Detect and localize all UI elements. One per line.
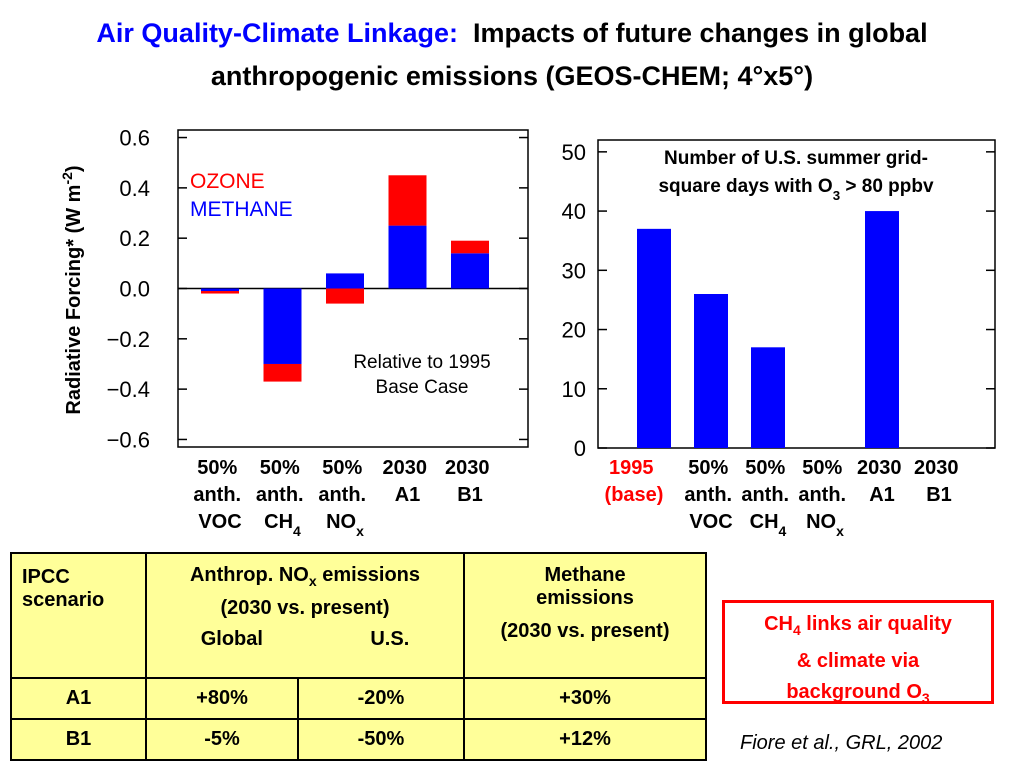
title-text: Impacts of future changes in global anth… bbox=[210, 18, 928, 91]
y-tick-label: 50 bbox=[562, 140, 586, 165]
y-tick-label: −0.2 bbox=[107, 327, 150, 352]
slide-title: Air Quality-Climate Linkage: Impacts of … bbox=[20, 12, 1004, 98]
x-tick-label: 50% anth. CH4 bbox=[256, 457, 309, 539]
y-tick-label: −0.4 bbox=[107, 377, 150, 402]
header-text: Anthrop. NOx emissions bbox=[189, 564, 421, 589]
y-tick-label: 0 bbox=[574, 436, 586, 461]
bar-segment bbox=[388, 175, 427, 226]
x-tick-label: 50% anth. NOx bbox=[798, 457, 851, 539]
bar-segment bbox=[263, 288, 302, 364]
bar bbox=[751, 347, 785, 448]
callout: CH4 links air quality & climate via backgr… bbox=[722, 600, 994, 706]
y-tick-label: 0.4 bbox=[119, 176, 150, 201]
annotation: Relative to 1995 bbox=[353, 352, 490, 373]
header-text: (2030 vs. present) bbox=[500, 620, 670, 642]
plot-frame bbox=[597, 139, 996, 449]
cell: -20% bbox=[297, 677, 465, 720]
citation: Fiore et al., GRL, 2002 bbox=[740, 732, 943, 754]
cell: +80% bbox=[145, 677, 299, 720]
callout-line: & climate via bbox=[796, 650, 920, 672]
x-tick-label: 2030 B1 bbox=[445, 457, 495, 506]
bar bbox=[694, 294, 728, 448]
cell: +30% bbox=[463, 677, 707, 720]
x-tick-label: 50% anth. CH4 bbox=[741, 457, 794, 539]
y-tick-label: −0.6 bbox=[107, 427, 150, 452]
title-highlight: Air Quality-Climate Linkage: bbox=[96, 18, 458, 48]
y-tick-label: 20 bbox=[562, 318, 586, 343]
header-text: Methane emissions bbox=[536, 564, 634, 609]
bar-segment bbox=[201, 288, 239, 292]
header-cell: Anthrop. NOx emissions (2030 vs. present… bbox=[145, 552, 465, 679]
cell: -50% bbox=[297, 718, 465, 761]
chart-title: Number of U.S. summer grid- bbox=[664, 148, 928, 169]
y-tick-label: 40 bbox=[562, 199, 586, 224]
y-tick-label: 30 bbox=[562, 258, 586, 283]
bar-segment bbox=[326, 288, 364, 304]
header-cell: Methane emissions (2030 vs. present) bbox=[463, 552, 707, 679]
header-text: Global bbox=[200, 628, 263, 650]
bar bbox=[637, 228, 671, 448]
x-tick-label: 2030 A1 bbox=[382, 457, 432, 506]
callout-line: background O3 bbox=[786, 681, 930, 706]
bar-segment bbox=[201, 291, 239, 294]
x-tick-label: 50% anth. VOC bbox=[684, 457, 737, 533]
legend-entry: OZONE bbox=[190, 170, 265, 193]
chart-title: square days with O3 > 80 ppbv bbox=[658, 176, 934, 203]
y-tick-label: 10 bbox=[562, 377, 586, 402]
legend-entry: METHANE bbox=[190, 198, 293, 221]
y-tick-label: 0.2 bbox=[119, 226, 150, 251]
bar bbox=[865, 211, 899, 448]
bar-segment bbox=[263, 363, 302, 382]
cell: +12% bbox=[463, 718, 707, 761]
annotation: Base Case bbox=[376, 377, 469, 398]
x-tick-label: 2030 B1 bbox=[914, 457, 964, 506]
header-row: Global U.S. bbox=[147, 628, 463, 651]
x-tick-label: 50% anth. VOC bbox=[193, 457, 246, 533]
bar-segment bbox=[451, 240, 489, 254]
y-tick-label: 0.0 bbox=[119, 277, 150, 302]
x-tick-label: 2030 A1 bbox=[857, 457, 907, 506]
header-text: U.S. bbox=[370, 628, 410, 650]
callout-line: CH4 links air quality bbox=[764, 613, 952, 638]
x-tick-label: 50% anth. NOx bbox=[318, 457, 371, 539]
header-cell: IPCC scenario bbox=[10, 552, 147, 679]
bar-segment bbox=[326, 273, 364, 289]
cell: A1 bbox=[10, 677, 147, 720]
y-axis-label: Radiative Forcing* (W m-2) bbox=[59, 165, 85, 414]
x-tick-label: 1995 (base) bbox=[605, 457, 664, 506]
cell: B1 bbox=[10, 718, 147, 761]
bar-segment bbox=[388, 225, 427, 289]
scenario-table: IPCC scenario Anthrop. NOx emissions (20… bbox=[10, 552, 707, 761]
bar-segment bbox=[451, 253, 489, 289]
header-text: (2030 vs. present) bbox=[220, 597, 390, 619]
y-tick-label: 0.6 bbox=[119, 126, 150, 151]
cell: -5% bbox=[145, 718, 299, 761]
